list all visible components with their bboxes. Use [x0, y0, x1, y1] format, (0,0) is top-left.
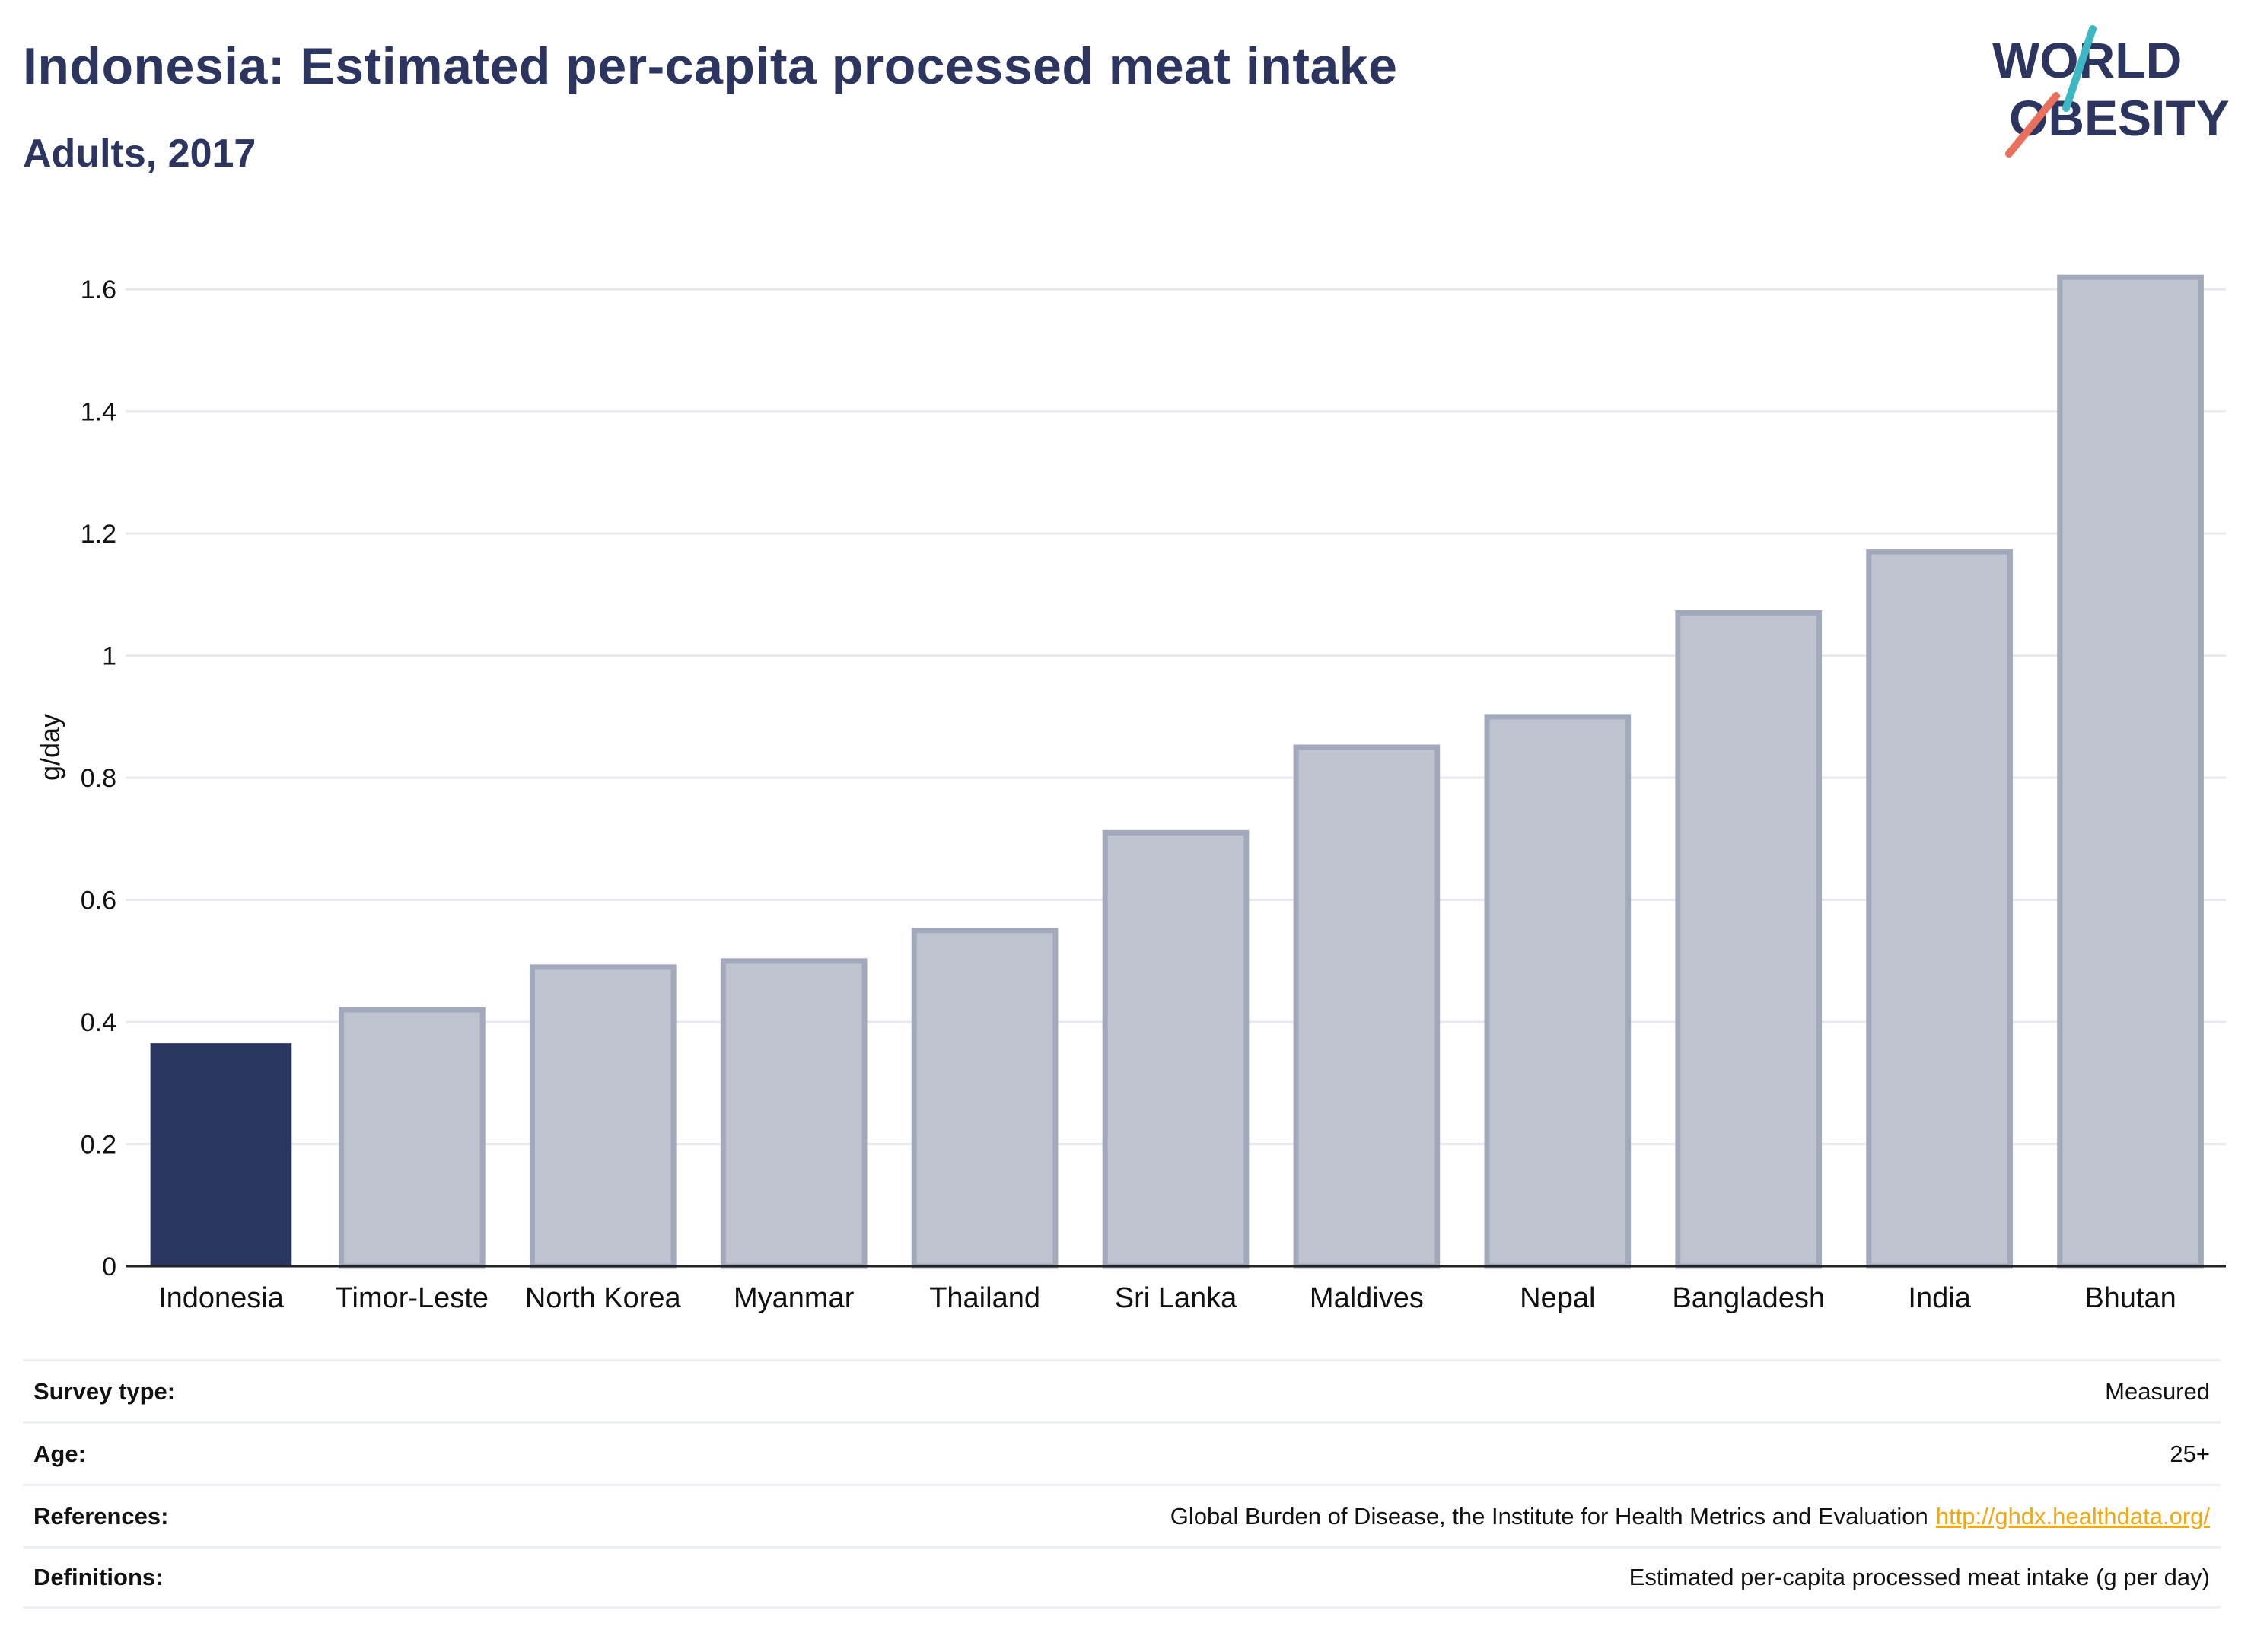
- bar-sri-lanka: [1102, 829, 1250, 1269]
- logo-slash-teal: [2062, 25, 2097, 112]
- bar-timor-leste: [339, 1007, 486, 1269]
- x-tick-label: Timor-Leste: [336, 1282, 489, 1314]
- bar-thailand: [911, 928, 1059, 1269]
- info-row-survey-type: Survey type: Measured: [23, 1359, 2221, 1421]
- info-table: Survey type: Measured Age: 25+ Reference…: [23, 1359, 2221, 1609]
- y-tick-label: 1.6: [81, 275, 116, 304]
- x-tick-label: Bhutan: [2084, 1282, 2176, 1314]
- info-label: References:: [33, 1502, 169, 1529]
- x-tick-label: Thailand: [929, 1282, 1040, 1314]
- bar-maldives: [1293, 744, 1441, 1269]
- x-tick-label: Nepal: [1520, 1282, 1595, 1314]
- world-obesity-logo: WORLD OBESITY: [1992, 25, 2230, 158]
- page-title: Indonesia: Estimated per-capita processe…: [23, 37, 1398, 95]
- y-tick-label: 1: [102, 642, 116, 671]
- y-axis-label: g/day: [34, 714, 65, 781]
- page-subtitle: Adults, 2017: [23, 132, 256, 176]
- y-tick-label: 1.4: [81, 398, 116, 427]
- info-value: Estimated per-capita processed meat inta…: [1629, 1564, 2210, 1590]
- x-tick-label: North Korea: [525, 1282, 682, 1314]
- bar-bangladesh: [1675, 610, 1823, 1269]
- bar-indonesia: [150, 1043, 292, 1266]
- bar-nepal: [1484, 714, 1632, 1269]
- info-value: 25+: [2170, 1440, 2210, 1467]
- x-tick-label: Sri Lanka: [1115, 1282, 1237, 1314]
- x-tick-label: Maldives: [1310, 1282, 1424, 1314]
- bar-india: [1866, 549, 2013, 1269]
- info-row-references: References: Global Burden of Disease, th…: [23, 1484, 2221, 1546]
- info-value: Global Burden of Disease, the Institute …: [1170, 1503, 2210, 1530]
- logo-slash-coral: [2005, 92, 2060, 158]
- bar-chart: 0 0.2 0.4 0.6 0.8 1 1.2 1.4 1.6 g/day Indonesia Tim…: [34, 274, 2226, 1314]
- y-tick-label: 0.8: [81, 764, 116, 793]
- bar-myanmar: [720, 958, 868, 1269]
- bar-bhutan: [2057, 274, 2204, 1269]
- logo-line-2: OBESITY: [2009, 90, 2230, 146]
- y-tick-label: 0.4: [81, 1008, 116, 1037]
- info-row-age: Age: 25+: [23, 1421, 2221, 1484]
- y-tick-label: 0.2: [81, 1131, 116, 1160]
- info-label: Definitions:: [33, 1564, 164, 1590]
- x-tick-label: Bangladesh: [1672, 1282, 1825, 1314]
- reference-link[interactable]: http://ghdx.healthdata.org/: [1935, 1502, 2210, 1529]
- x-tick-label: Myanmar: [734, 1282, 855, 1314]
- info-value: Measured: [2105, 1377, 2210, 1405]
- reference-text: Global Burden of Disease, the Institute …: [1170, 1502, 1928, 1529]
- x-tick-label: India: [1908, 1282, 1971, 1314]
- y-tick-label: 0: [102, 1253, 116, 1281]
- y-tick-label: 1.2: [81, 520, 116, 549]
- x-tick-label: Indonesia: [158, 1282, 285, 1314]
- info-row-definitions: Definitions: Estimated per-capita proces…: [23, 1546, 2221, 1609]
- info-label: Age:: [33, 1440, 86, 1467]
- bar-north-korea: [529, 964, 677, 1269]
- info-label: Survey type:: [33, 1377, 176, 1405]
- y-tick-label: 0.6: [81, 886, 116, 915]
